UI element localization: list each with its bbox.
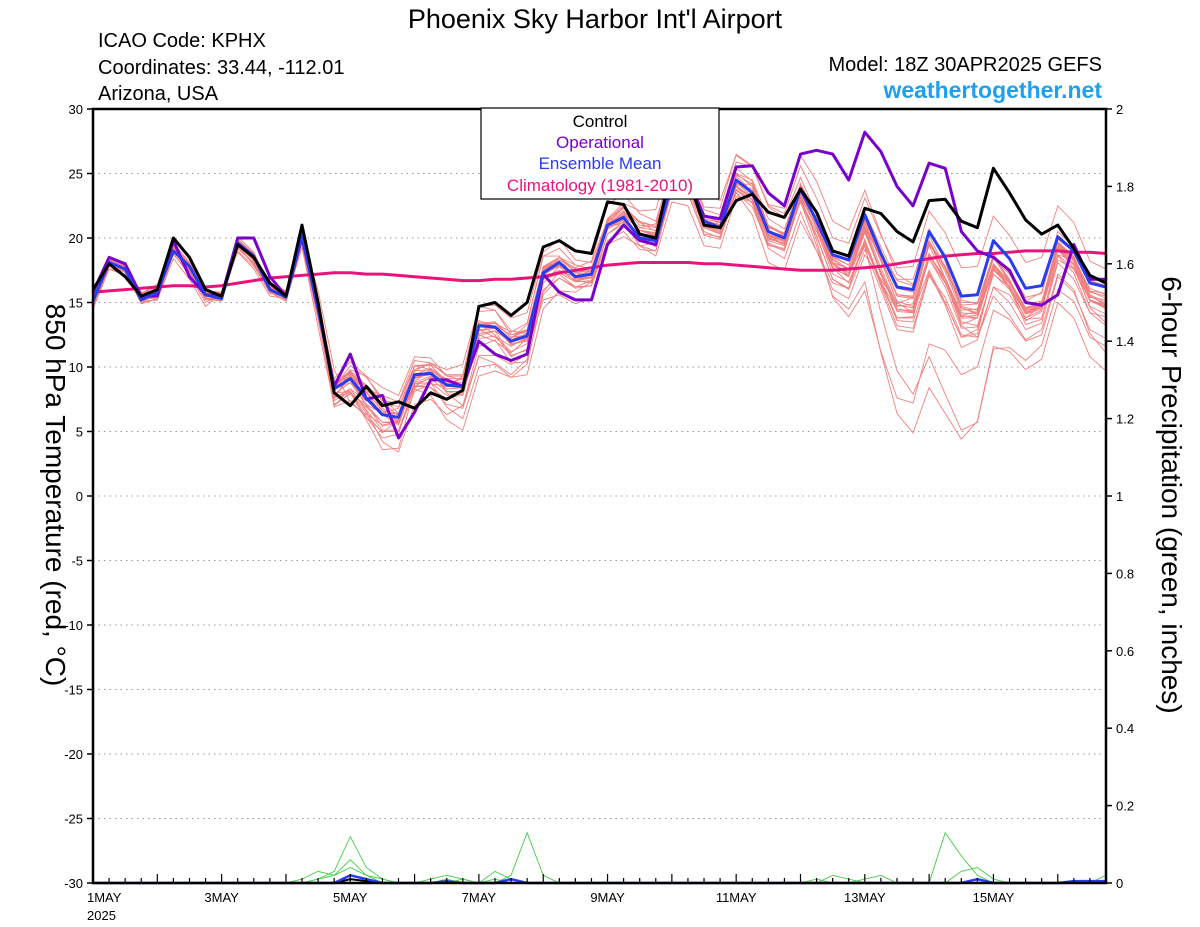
y-tick-label: -20: [64, 747, 83, 762]
y2-tick-label: 0.2: [1116, 799, 1134, 814]
x-tick-label: 3MAY: [204, 890, 239, 905]
y-tick-label: -15: [64, 683, 83, 698]
x-tick-label: 11MAY: [716, 890, 757, 905]
precip-member-line-3: [93, 866, 1106, 884]
y-tick-label: 30: [69, 102, 83, 117]
x-tick-sublabel: 2025: [87, 908, 116, 923]
legend-control: Control: [573, 112, 628, 131]
y-tick-label: -30: [64, 876, 83, 891]
precip-member-line-2: [93, 859, 1106, 884]
y2-tick-label: 0.6: [1116, 644, 1134, 659]
precip-member-line-1: [93, 831, 1107, 884]
icao-code: ICAO Code: KPHX: [98, 30, 266, 52]
site-link[interactable]: weathertogether.net: [882, 77, 1102, 103]
x-tick-label: 15MAY: [973, 890, 1015, 905]
chart-title: Phoenix Sky Harbor Int'l Airport: [408, 4, 783, 34]
member-line-16: [92, 187, 1107, 404]
legend-climatology: Climatology (1981-2010): [507, 176, 693, 195]
y-tick-label: 10: [69, 360, 83, 375]
y2-tick-label: 2: [1116, 102, 1123, 117]
y-tick-label: -5: [71, 554, 83, 569]
y2-tick-label: 1.2: [1116, 412, 1134, 427]
operational-line: [91, 130, 1106, 440]
y-tick-label: -10: [64, 618, 83, 633]
y2-tick-label: 1.6: [1116, 257, 1134, 272]
control-line: [91, 165, 1107, 410]
model-run: Model: 18Z 30APR2025 GEFS: [829, 54, 1102, 76]
y2-tick-label: 1.8: [1116, 179, 1134, 194]
y2-tick-label: 0.8: [1116, 566, 1134, 581]
y-tick-label: 20: [69, 231, 83, 246]
legend: Control Operational Ensemble Mean Climat…: [480, 107, 720, 200]
y2-axis-label: 6-hour Precipitation (green, inches): [1156, 276, 1187, 713]
y2-tick-label: 1.4: [1116, 334, 1134, 349]
y-tick-label: -25: [64, 812, 83, 827]
axes: 302520151050-5-10-15-20-25-3021.81.61.41…: [64, 102, 1134, 923]
y-tick-label: 0: [76, 489, 83, 504]
coordinates: Coordinates: 33.44, -112.01: [98, 57, 344, 79]
y-tick-label: 5: [76, 425, 83, 440]
y2-tick-label: 1: [1116, 489, 1123, 504]
member-line-10: [92, 195, 1107, 451]
legend-ensemble-mean: Ensemble Mean: [539, 154, 662, 173]
legend-box: [480, 107, 720, 200]
y2-tick-label: 0.4: [1116, 721, 1134, 736]
y2-tick-label: 0: [1116, 876, 1123, 891]
region: Arizona, USA: [98, 83, 219, 105]
y-tick-label: 25: [69, 167, 83, 182]
y-tick-label: 15: [69, 296, 83, 311]
x-tick-label: 1MAY: [87, 890, 122, 905]
main-series: [91, 130, 1107, 440]
legend-operational: Operational: [556, 133, 644, 152]
x-tick-label: 13MAY: [844, 890, 886, 905]
x-tick-label: 5MAY: [333, 890, 368, 905]
y-axis-label: 850 hPa Temperature (red, °C): [40, 304, 71, 687]
x-tick-label: 7MAY: [462, 890, 497, 905]
precip-series: [93, 831, 1107, 885]
climatology-line: [92, 249, 1107, 294]
x-tick-label: 9MAY: [590, 890, 625, 905]
